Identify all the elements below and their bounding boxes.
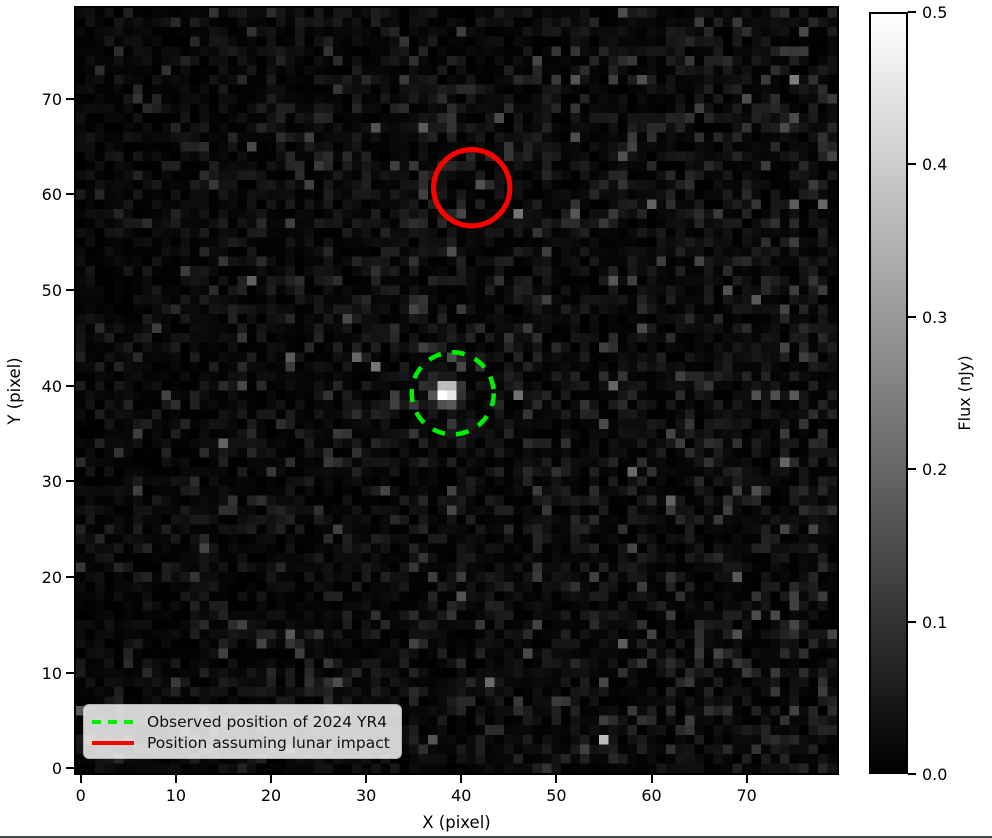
x-tick-label: 40 [451,786,472,805]
x-tick-mark [365,775,368,783]
colorbar-tick-mark [908,773,916,775]
y-tick-mark [66,384,74,387]
x-tick-mark [650,775,653,783]
y-tick-mark [66,97,74,100]
colorbar-label: Flux (nJy) [955,355,974,431]
x-tick-mark [555,775,558,783]
x-tick-label: 20 [260,786,282,805]
colorbar-tick-label: 0.2 [922,460,948,480]
legend-row-observed: Observed position of 2024 YR4 [92,711,391,733]
plot-area [76,8,837,773]
y-tick-label: 40 [41,376,62,396]
colorbar-tick-label: 0.5 [922,3,948,22]
y-axis-label: Y (pixel) [5,357,24,425]
colorbar-tick-mark [908,163,916,166]
colorbar-tick-mark [908,620,916,623]
y-tick-mark [66,767,74,770]
x-tick-mark [270,775,272,783]
legend-label-observed: Observed position of 2024 YR4 [147,712,388,731]
x-tick-label: 0 [75,786,86,805]
y-tick-label: 60 [41,185,62,205]
y-tick-mark [66,480,74,483]
colorbar-tick-label: 0.1 [922,612,948,632]
colorbar-tick-mark [908,468,916,471]
y-tick-mark [66,289,74,292]
bottom-window-edge [0,836,992,838]
y-tick-label: 70 [41,89,62,109]
flux-heatmap-image [76,8,837,773]
x-tick-mark [460,775,463,783]
y-tick-mark [66,193,74,196]
legend-label-impact: Position assuming lunar impact [147,734,390,753]
green-dashed-line-sample [92,719,134,724]
y-tick-mark [66,671,74,674]
colorbar-tick-mark [908,11,916,13]
y-tick-label: 30 [41,472,62,492]
legend-row-impact: Position assuming lunar impact [92,733,391,755]
colorbar-tick-mark [908,315,916,318]
x-tick-label: 30 [355,786,377,805]
y-tick-label: 0 [51,759,62,779]
x-tick-label: 60 [641,786,662,805]
x-tick-label: 10 [165,786,187,805]
y-tick-label: 20 [41,567,62,587]
x-tick-mark [745,775,748,783]
y-tick-mark [66,575,74,578]
x-tick-label: 50 [546,786,567,805]
x-axis-label: X (pixel) [422,813,491,832]
y-tick-label: 50 [41,281,62,301]
legend: Observed position of 2024 YR4 Position a… [83,704,402,759]
x-tick-label: 70 [736,786,757,805]
y-tick-label: 10 [41,663,62,683]
x-tick-mark [174,775,177,783]
colorbar [869,12,908,774]
red-solid-line-sample [92,741,134,746]
colorbar-tick-label: 0.4 [922,155,948,175]
colorbar-tick-label: 0.3 [922,307,948,327]
colorbar-tick-label: 0.0 [922,765,948,784]
x-tick-mark [79,775,82,783]
